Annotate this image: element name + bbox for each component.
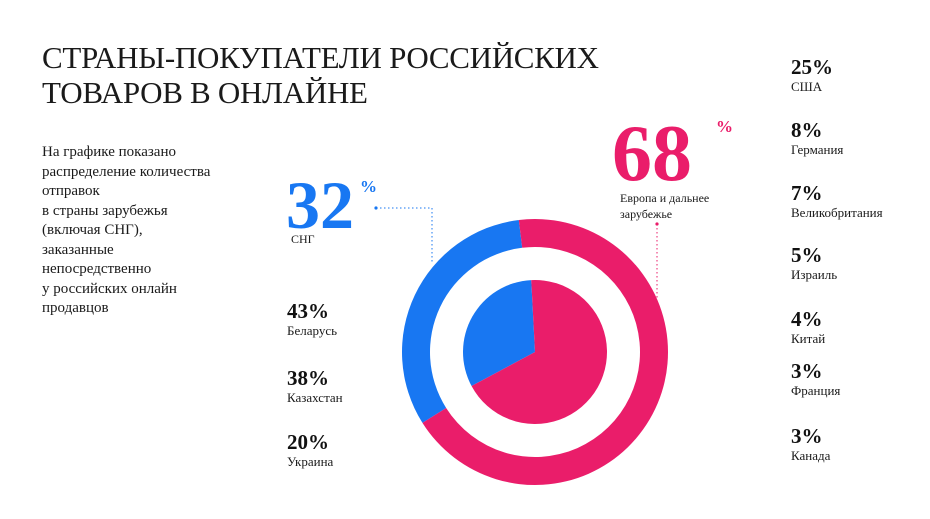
stat-uk: 7% Великобритания bbox=[791, 181, 883, 220]
outer-slice-cis bbox=[401, 219, 523, 423]
europe-leader-dot bbox=[655, 222, 659, 226]
stat-country: Китай bbox=[791, 331, 826, 346]
stat-value: 25% bbox=[791, 55, 833, 79]
europe-share-value: 68 bbox=[612, 110, 692, 198]
stat-israel: 5% Израиль bbox=[791, 243, 837, 282]
stat-country: Израиль bbox=[791, 267, 838, 282]
inner-slice-cis bbox=[463, 280, 535, 387]
cis-leader-line bbox=[376, 207, 433, 262]
stat-germany: 8% Германия bbox=[791, 118, 843, 157]
description-line: заказанные bbox=[42, 241, 114, 258]
description-line: продавцов bbox=[42, 300, 109, 316]
description-line: На графике показано bbox=[42, 144, 176, 160]
stat-country: Германия bbox=[791, 142, 844, 157]
stat-value: 20% bbox=[287, 430, 329, 454]
description-line: в страны зарубежья bbox=[42, 202, 168, 219]
title-line-2: ТОВАРОВ В ОНЛАЙНЕ bbox=[42, 75, 368, 110]
cis-label: СНГ bbox=[291, 232, 315, 246]
cis-percent-sign: % bbox=[360, 177, 377, 196]
page-title: СТРАНЫ-ПОКУПАТЕЛИ РОССИЙСКИХ ТОВАРОВ В О… bbox=[42, 40, 599, 110]
cis-leader-dot bbox=[374, 206, 378, 210]
description-line: непосредственно bbox=[42, 261, 152, 277]
chart-description: На графике показано распределение количе… bbox=[42, 143, 282, 319]
stat-country: Украина bbox=[287, 454, 334, 469]
stat-france: 3% Франция bbox=[791, 359, 840, 398]
stat-country: США bbox=[791, 79, 823, 94]
stat-china: 4% Китай bbox=[791, 307, 825, 346]
stat-value: 8% bbox=[791, 118, 823, 142]
cis-share-value: 32 bbox=[286, 167, 354, 243]
description-line: распределение количества bbox=[42, 163, 211, 180]
stat-value: 43% bbox=[287, 299, 329, 323]
stat-value: 7% bbox=[791, 181, 823, 205]
title-line-1: СТРАНЫ-ПОКУПАТЕЛИ РОССИЙСКИХ bbox=[42, 40, 599, 75]
stat-belarus: 43% Беларусь bbox=[287, 299, 337, 338]
stat-country: Казахстан bbox=[287, 390, 343, 405]
stat-usa: 25% США bbox=[791, 55, 833, 94]
description-line: (включая СНГ), bbox=[42, 222, 143, 238]
stat-value: 3% bbox=[791, 359, 823, 383]
stat-value: 3% bbox=[791, 424, 823, 448]
description-line: отправок bbox=[42, 183, 100, 199]
europe-percent-sign: % bbox=[716, 117, 733, 136]
stat-value: 4% bbox=[791, 307, 823, 331]
stat-canada: 3% Канада bbox=[791, 424, 830, 463]
stat-value: 5% bbox=[791, 243, 823, 267]
stat-value: 38% bbox=[287, 366, 329, 390]
stat-country: Великобритания bbox=[791, 205, 883, 220]
stat-country: Франция bbox=[791, 383, 841, 398]
stat-kazakhstan: 38% Казахстан bbox=[287, 366, 343, 405]
stat-country: Беларусь bbox=[287, 323, 338, 338]
stat-ukraine: 20% Украина bbox=[287, 430, 333, 469]
stat-country: Канада bbox=[791, 448, 831, 463]
description-line: у российских онлайн bbox=[42, 280, 177, 297]
inner-slice-europe bbox=[471, 280, 607, 424]
europe-label: Европа и дальнее зарубежье bbox=[620, 191, 710, 221]
